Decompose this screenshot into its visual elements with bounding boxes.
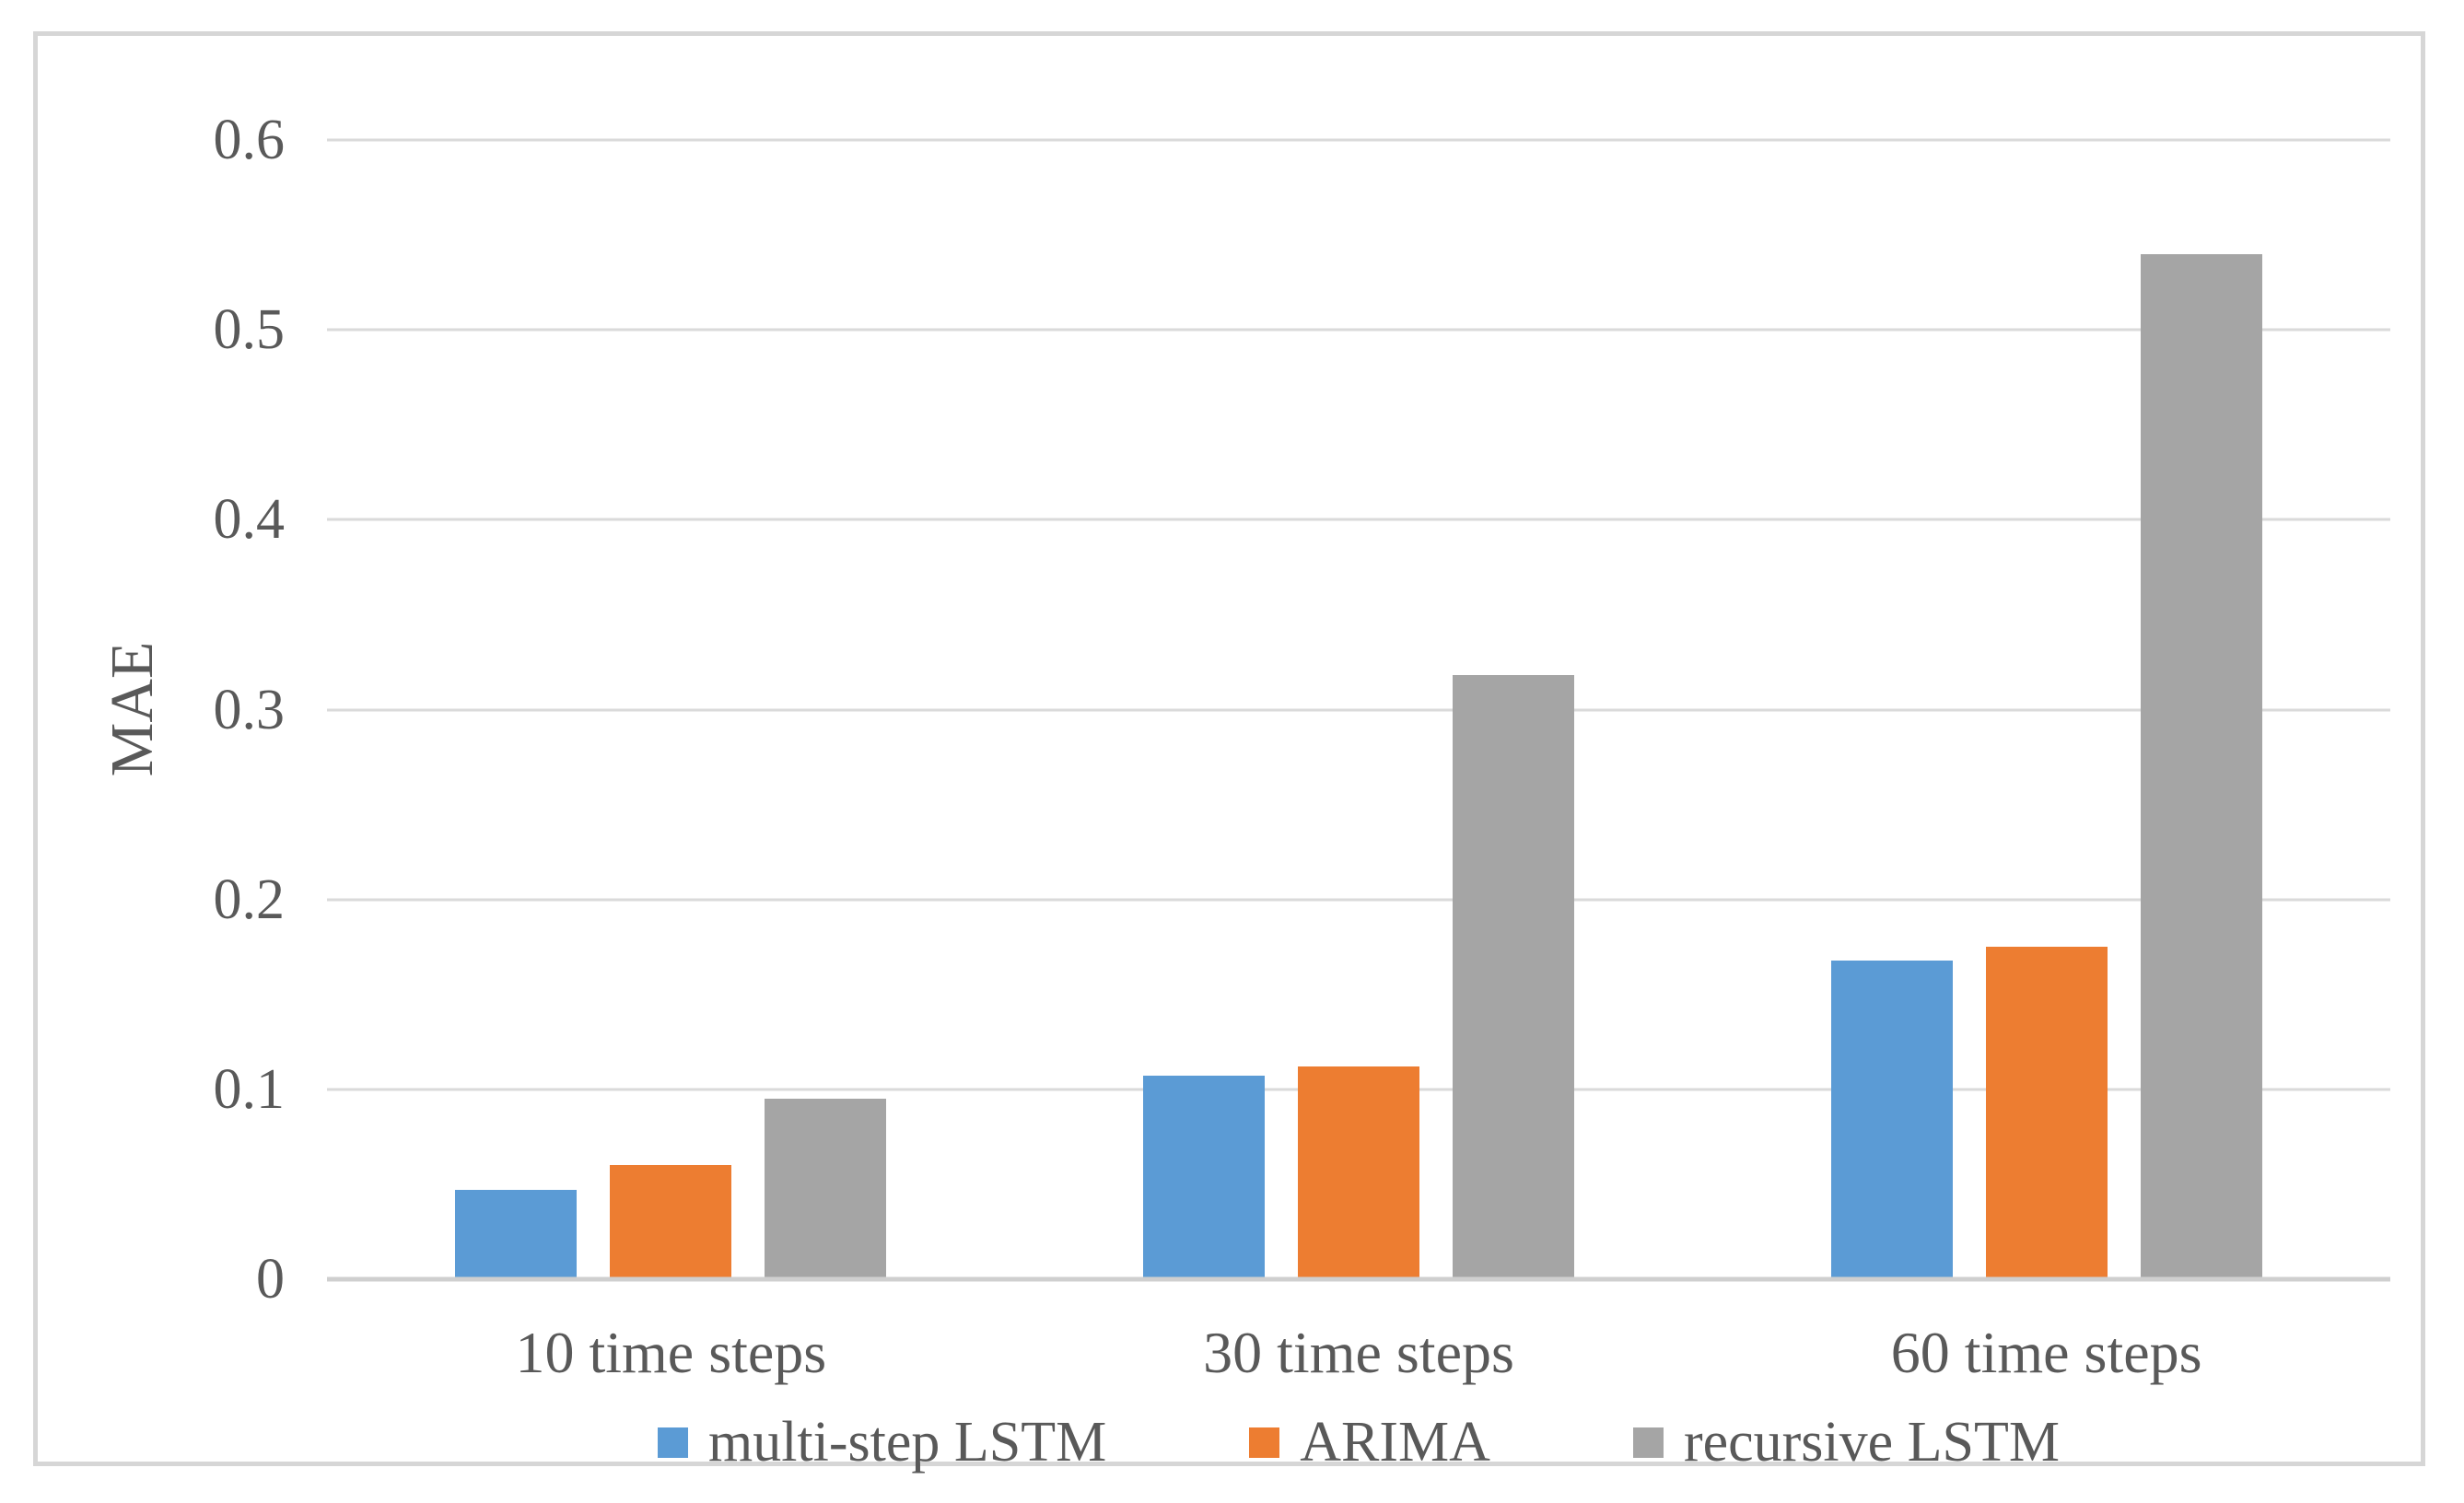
bar-multi-step-lstm	[1143, 1076, 1265, 1279]
bar-group	[1702, 140, 2390, 1279]
legend-swatch-icon	[1249, 1427, 1280, 1458]
bar-groups	[327, 140, 2390, 1279]
bar-recursive-lstm	[1453, 675, 1574, 1279]
gridline	[327, 518, 2390, 521]
legend-swatch-icon	[1632, 1427, 1664, 1458]
bar-group	[327, 140, 1015, 1279]
y-tick-label: 0.3	[213, 678, 286, 741]
legend-swatch-icon	[657, 1427, 688, 1458]
bar-recursive-lstm	[765, 1099, 887, 1279]
bar-arima	[610, 1165, 732, 1279]
bar-arima	[1985, 947, 2108, 1279]
x-axis-line	[327, 1276, 2390, 1282]
gridline	[327, 138, 2390, 142]
x-category-label: 30 time steps	[1203, 1320, 1514, 1385]
y-tick-label: 0.4	[213, 488, 286, 552]
x-category-label: 60 time steps	[1890, 1320, 2202, 1385]
legend-item-arima: ARIMA	[1249, 1414, 1490, 1471]
y-axis-tick-labels: 0 0.1 0.2 0.3 0.4 0.5 0.6	[38, 111, 286, 1308]
bar-multi-step-lstm	[455, 1190, 578, 1279]
bar-recursive-lstm	[2140, 253, 2262, 1279]
gridline	[327, 898, 2390, 902]
x-axis-category-labels: 10 time steps 30 time steps 60 time steps	[327, 1320, 2390, 1385]
bar-group	[1015, 140, 1703, 1279]
gridline	[327, 708, 2390, 711]
legend-item-recursive-lstm: recursive LSTM	[1632, 1411, 2061, 1474]
legend-item-multi-step-lstm: multi-step LSTM	[657, 1411, 1107, 1474]
plot-area	[327, 138, 2390, 1282]
y-tick-label: 0.6	[213, 109, 286, 171]
legend: multi-step LSTM ARIMA recursive LSTM	[327, 1414, 2390, 1471]
legend-label: ARIMA	[1300, 1411, 1490, 1474]
chart-frame: MAE 0 0.1 0.2 0.3 0.4 0.5 0.6 10 time steps 30 …	[33, 31, 2425, 1471]
y-tick-label: 0.1	[213, 1057, 286, 1121]
x-category-label: 10 time steps	[515, 1320, 827, 1385]
bar-arima	[1298, 1066, 1419, 1279]
legend-label: recursive LSTM	[1683, 1411, 2061, 1474]
legend-label: multi-step LSTM	[707, 1411, 1107, 1474]
y-tick-label: 0	[256, 1248, 285, 1311]
y-tick-label: 0.5	[213, 298, 286, 362]
bar-multi-step-lstm	[1830, 960, 1953, 1279]
gridline	[327, 328, 2390, 332]
y-tick-label: 0.2	[213, 868, 286, 931]
